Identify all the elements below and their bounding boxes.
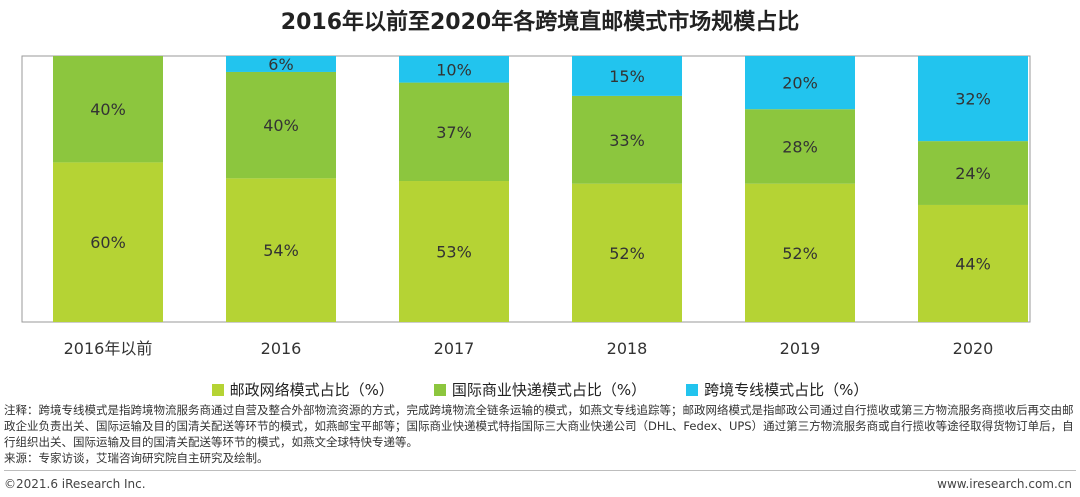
website: www.iresearch.com.cn — [937, 477, 1072, 491]
bar-segment-s0-c3 — [572, 183, 682, 322]
bar-segment-s0-c4 — [745, 183, 855, 322]
bar-segment-s0-c2 — [399, 181, 509, 322]
bar-segment-s2-c3 — [572, 56, 682, 96]
bar-segment-s0-c0 — [53, 162, 163, 322]
legend-label-postal: 邮政网络模式占比（%） — [229, 381, 394, 399]
note-text: 注释：跨境专线模式是指跨境物流服务商通过自营及整合外部物流资源的方式，完成跨境物… — [4, 403, 1074, 449]
x-tick-label-4: 2019 — [780, 339, 821, 358]
data-label-s1-c1: 40% — [263, 116, 299, 135]
x-tick-label-5: 2020 — [953, 339, 994, 358]
bar-segment-s1-c4 — [745, 109, 855, 184]
legend-label-express: 国际商业快递模式占比（%） — [451, 381, 647, 399]
bar-segment-s0-c5 — [918, 204, 1028, 322]
bar-segment-s1-c5 — [918, 141, 1028, 205]
data-label-s2-c4: 20% — [782, 74, 818, 93]
data-label-s1-c4: 28% — [782, 137, 818, 156]
bar-segment-s2-c5 — [918, 56, 1028, 142]
bar-segment-s2-c4 — [745, 56, 855, 110]
data-label-s2-c1: 6% — [268, 55, 293, 74]
x-tick-label-0: 2016年以前 — [64, 339, 153, 358]
data-label-s1-c5: 24% — [955, 164, 991, 183]
data-label-s2-c2: 10% — [436, 60, 472, 79]
data-label-s0-c0: 60% — [90, 233, 126, 252]
bar-segment-s2-c2 — [399, 56, 509, 83]
legend-item-express: 国际商业快递模式占比（%） — [433, 379, 647, 400]
notes: 注释：跨境专线模式是指跨境物流服务商通过自营及整合外部物流资源的方式，完成跨境物… — [4, 402, 1076, 466]
plot-frame — [21, 55, 1031, 323]
data-label-s0-c4: 52% — [782, 244, 818, 263]
bar-segment-s1-c0 — [53, 56, 163, 163]
legend-swatch-postal — [211, 383, 224, 396]
legend-item-dedicated: 跨境专线模式占比（%） — [686, 379, 868, 400]
data-label-s1-c0: 40% — [90, 100, 126, 119]
bar-segment-s0-c1 — [226, 178, 336, 322]
chart-title: 2016年以前至2020年各跨境直邮模式市场规模占比 — [280, 10, 800, 35]
data-label-s0-c5: 44% — [955, 254, 991, 273]
data-label-s2-c3: 15% — [609, 67, 645, 86]
legend-label-dedicated: 跨境专线模式占比（%） — [704, 381, 869, 399]
x-tick-label-2: 2017 — [434, 339, 475, 358]
data-label-s0-c2: 53% — [436, 243, 472, 262]
data-label-s2-c5: 32% — [955, 90, 991, 109]
data-label-s0-c1: 54% — [263, 241, 299, 260]
legend-item-postal: 邮政网络模式占比（%） — [211, 379, 394, 400]
legend: 邮政网络模式占比（%） 国际商业快递模式占比（%） 跨境专线模式占比（%） — [0, 379, 1080, 400]
copyright: ©2021.6 iResearch Inc. — [4, 477, 146, 491]
footer-divider — [4, 470, 1076, 471]
data-label-s1-c2: 37% — [436, 123, 472, 142]
bar-segment-s1-c1 — [226, 71, 336, 179]
bar-segment-s1-c2 — [399, 82, 509, 182]
bar-segment-s1-c3 — [572, 95, 682, 184]
stacked-bar-chart: 60% 40% 54% 40% 6% 53% 37% 10% 52% 33% 15% 52% 28% 20… — [21, 55, 1031, 358]
data-label-s0-c3: 52% — [609, 244, 645, 263]
legend-swatch-express — [433, 383, 446, 396]
data-label-s1-c3: 33% — [609, 131, 645, 150]
bar-segment-s2-c1 — [226, 56, 336, 72]
x-tick-label-3: 2018 — [607, 339, 648, 358]
x-tick-label-1: 2016 — [261, 339, 302, 358]
source-text: 来源：专家访谈，艾瑞咨询研究院自主研究及绘制。 — [4, 451, 269, 465]
legend-swatch-dedicated — [686, 383, 699, 396]
